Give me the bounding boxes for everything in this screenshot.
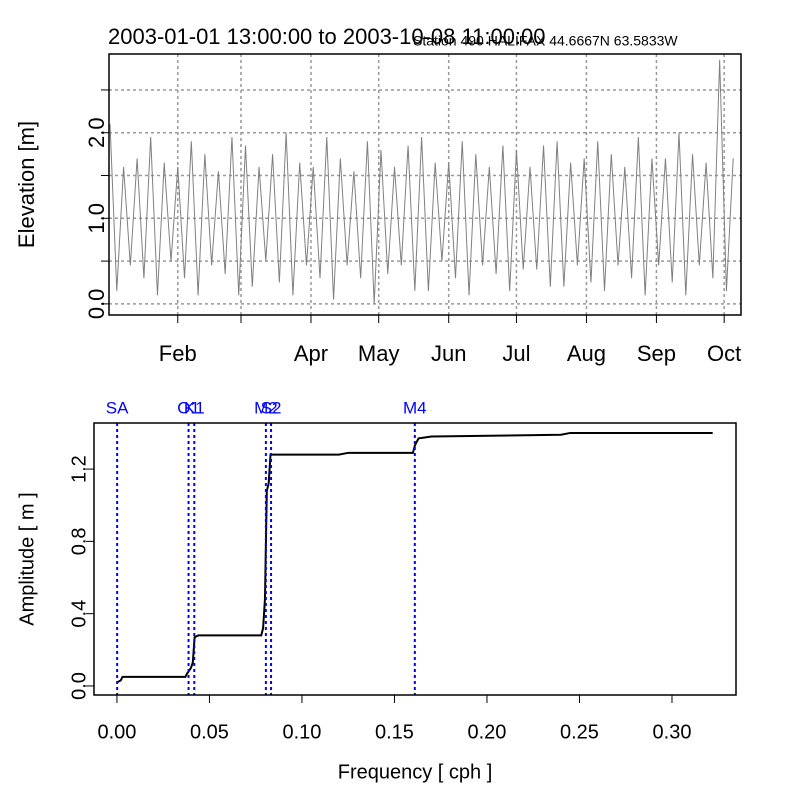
chart-subtitle: Station 490 HALIFAX 44.6667N 63.5833W [413,33,678,49]
plot-frame [93,422,737,696]
x-tick-label: Jul [502,341,530,366]
constituent-label: S2 [261,398,282,417]
x-tick-label: Apr [294,341,328,366]
y-tick-label: 0.4 [68,600,90,628]
x-tick-label: May [358,341,400,366]
constituent-label: M2 [254,398,278,417]
plot-frame [108,53,742,316]
x-axis-title: Frequency [ cph ] [338,761,493,783]
x-tick-label: 0.25 [560,721,599,743]
y-tick-label: 0.8 [68,527,90,555]
x-tick-label: Feb [159,341,197,366]
x-tick-label: 0.10 [282,721,321,743]
x-tick-label: 0.15 [375,721,414,743]
x-tick-label: 0.30 [653,721,692,743]
constituent-label: K1 [184,398,205,417]
x-tick-label: 0.05 [190,721,229,743]
x-tick-label: 0.20 [468,721,507,743]
x-tick-label: Sep [637,341,676,366]
constituent-label: SA [106,398,129,417]
y-tick-label: 0.0 [84,289,109,320]
x-tick-label: Oct [707,341,741,366]
x-tick-label: Jun [431,341,466,366]
constituent-label: O1 [177,398,200,417]
y-tick-label: 0.0 [68,672,90,700]
x-tick-label: Aug [567,341,606,366]
constituent-label: M4 [403,398,427,417]
chart-title: 2003-01-01 13:00:00 to 2003-10-08 11:00:… [108,24,546,49]
data-line [109,59,734,304]
y-tick-label: 2.0 [84,117,109,148]
y-tick-label: 1.2 [68,455,90,483]
x-tick-label: 0.00 [97,721,136,743]
y-axis-title: Amplitude [ m ] [16,492,38,625]
y-tick-label: 1.0 [84,203,109,234]
y-axis-title: Elevation [m] [14,121,39,248]
